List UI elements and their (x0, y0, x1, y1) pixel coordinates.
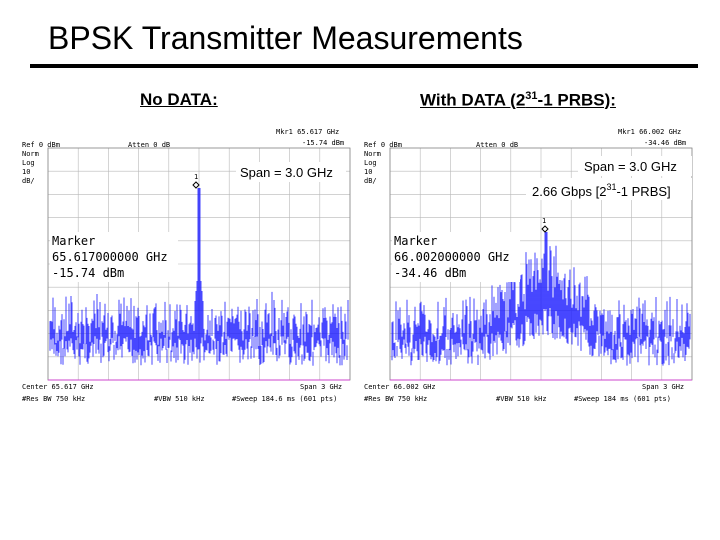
atten-label: Atten 0 dB (128, 141, 170, 149)
norm-label: Norm (364, 150, 381, 158)
span-bottom: Span 3 GHz (642, 383, 684, 391)
title-underline (30, 64, 698, 68)
sweep-time: #Sweep 184.6 ms (601 pts) (232, 395, 337, 403)
marker-number: 1 (542, 217, 546, 225)
caption-with-data: With DATA (231-1 PRBS): (420, 90, 616, 110)
span-box-bg (578, 156, 692, 176)
span-annotation: Span = 3.0 GHz (584, 159, 677, 174)
marker-top-freq: Mkr1 66.002 GHz (618, 128, 681, 136)
ref-level: Ref 0 dBm (364, 141, 402, 149)
unit-label: dB/ (22, 177, 35, 185)
log-label: Log (22, 159, 35, 167)
marker-label: Marker (394, 234, 437, 248)
spectrum-trace (49, 188, 349, 366)
unit-label: dB/ (364, 177, 377, 185)
marker-top-value: -15.74 dBm (302, 139, 344, 147)
rate-annotation: 2.66 Gbps [231-1 PRBS] (532, 182, 671, 199)
span-bottom: Span 3 GHz (300, 383, 342, 391)
marker-frequency: 66.002000000 GHz (394, 250, 510, 264)
spectrum-plot-no-data: 1 Ref 0 dBm Norm Log 10 dB/ Atten 0 dB M… (22, 128, 351, 403)
marker-top-value: -34.46 dBm (644, 139, 686, 147)
span-box-bg (236, 162, 346, 182)
marker-top-freq: Mkr1 65.617 GHz (276, 128, 339, 136)
spectrum-plot-with-data: 1 Ref 0 dBm Norm Log 10 dB/ Atten 0 dB M… (364, 128, 693, 403)
marker-label: Marker (52, 234, 95, 248)
marker-diamond (541, 225, 549, 233)
marker-number: 1 (194, 173, 198, 181)
center-freq: Center 65.617 GHz (22, 383, 94, 391)
spectrum-trace (391, 232, 691, 366)
marker-diamond (192, 181, 200, 189)
div-label: 10 (364, 168, 372, 176)
log-label: Log (364, 159, 377, 167)
res-bw: #Res BW 750 kHz (22, 395, 85, 403)
caption-no-data: No DATA: (140, 90, 218, 109)
marker-value: -34.46 dBm (394, 266, 466, 280)
rate-box-bg (526, 178, 692, 200)
vbw: #VBW 510 kHz (154, 395, 205, 403)
marker-value: -15.74 dBm (52, 266, 124, 280)
ref-level: Ref 0 dBm (22, 141, 60, 149)
atten-label: Atten 0 dB (476, 141, 518, 149)
marker-frequency: 65.617000000 GHz (52, 250, 168, 264)
spectrum-panel-no-data: 1 Ref 0 dBm Norm Log 10 dB/ Atten 0 dB M… (18, 126, 358, 410)
div-label: 10 (22, 168, 30, 176)
vbw: #VBW 510 kHz (496, 395, 547, 403)
span-annotation: Span = 3.0 GHz (240, 165, 333, 180)
marker-box-bg (392, 232, 520, 282)
spectrum-panel-with-data: 1 Ref 0 dBm Norm Log 10 dB/ Atten 0 dB M… (360, 126, 700, 410)
marker-box-bg (50, 232, 178, 282)
slide-title: BPSK Transmitter Measurements (48, 20, 523, 56)
res-bw: #Res BW 750 kHz (364, 395, 427, 403)
norm-label: Norm (22, 150, 39, 158)
sweep-time: #Sweep 184 ms (601 pts) (574, 395, 671, 403)
center-freq: Center 66.002 GHz (364, 383, 436, 391)
